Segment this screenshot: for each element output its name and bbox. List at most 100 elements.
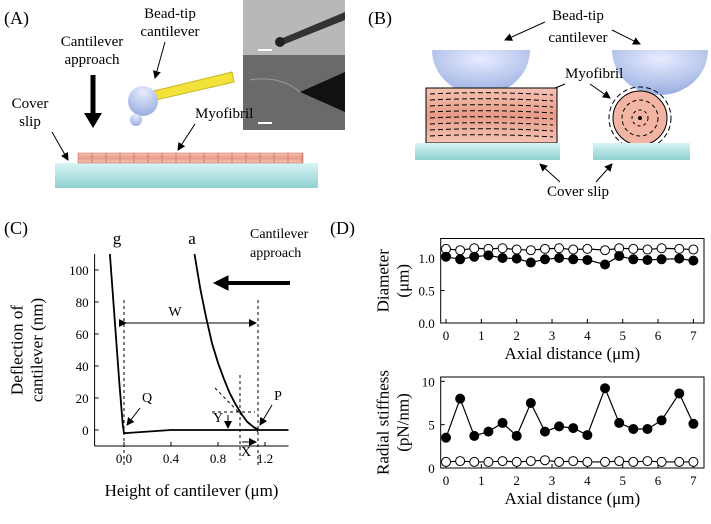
- data-point: [656, 254, 667, 265]
- annotation: Cantilever: [250, 227, 309, 242]
- data-point: [582, 254, 593, 265]
- annotation: Cantilever: [61, 34, 123, 50]
- data-point: [554, 243, 565, 254]
- annotation: W: [168, 305, 182, 320]
- filament: [429, 110, 554, 114]
- myofibril: [425, 87, 558, 144]
- x-tick-label: 2: [513, 328, 520, 343]
- data-point: [642, 244, 653, 255]
- data-point: [539, 455, 550, 466]
- data-point: [554, 421, 565, 432]
- data-point: [469, 430, 480, 441]
- data-point: [483, 426, 494, 437]
- data-point: [525, 245, 536, 256]
- filament: [429, 104, 554, 108]
- x-tick-label: 5: [619, 328, 626, 343]
- data-point: [674, 388, 685, 399]
- x-tick-label: 0: [443, 328, 450, 343]
- annotation: X: [241, 445, 251, 460]
- x-tick-label: 7: [690, 473, 697, 488]
- y-axis-label: Diameter: [374, 249, 393, 313]
- x-axis-label: Axial distance (μm): [505, 489, 641, 508]
- annotation: P: [274, 389, 282, 404]
- data-point: [642, 254, 653, 265]
- annotation: g: [113, 229, 122, 248]
- bead: [432, 50, 530, 95]
- panel-label: (B): [368, 8, 392, 29]
- data-point: [582, 456, 593, 467]
- y-axis-label: (μm): [394, 264, 413, 298]
- arrow: [153, 41, 166, 79]
- data-point: [642, 424, 653, 434]
- arrow: [589, 83, 611, 99]
- x-tick-label: 6: [655, 328, 662, 343]
- cantilever-image: [300, 72, 345, 112]
- arrow: [51, 131, 69, 161]
- y-axis-label: Radial stiffness: [374, 370, 393, 475]
- filament: [429, 116, 554, 120]
- sarcomeres: [91, 153, 303, 163]
- micrograph: [243, 0, 345, 55]
- data-point: [511, 430, 522, 441]
- data-point: [568, 254, 579, 265]
- data-point: [674, 456, 685, 467]
- data-point: [568, 244, 579, 255]
- y-axis-label: cantilever (nm): [28, 298, 47, 402]
- data-point: [628, 243, 639, 254]
- data-point: [568, 456, 579, 467]
- data-point: [441, 432, 452, 443]
- x-axis-label: Height of cantilever (μm): [105, 481, 279, 500]
- annotation: Bead-tip: [552, 8, 604, 24]
- annotation: Cover slip: [547, 184, 609, 200]
- myofibril: [77, 152, 304, 164]
- data-point: [614, 456, 625, 467]
- data-point: [469, 456, 480, 467]
- annotation: Myofibril: [195, 106, 253, 122]
- data-point: [497, 417, 508, 428]
- data-point: [511, 253, 522, 264]
- arrow-head: [84, 113, 102, 128]
- data-point: [674, 253, 685, 264]
- data-point: [539, 426, 550, 437]
- bead-image: [275, 37, 285, 47]
- arrow: [611, 29, 641, 45]
- x-tick-label: 1: [478, 473, 485, 488]
- center: [638, 116, 642, 120]
- y-tick-label: 10: [422, 374, 435, 389]
- y-tick-label: 0.0: [418, 316, 434, 331]
- x-axis-label: Axial distance (μm): [505, 344, 641, 363]
- annotation: a: [188, 229, 196, 248]
- bead: [612, 50, 708, 95]
- annotation: Y: [213, 411, 223, 426]
- annotation: Myofibril: [565, 66, 623, 82]
- data-point: [525, 398, 536, 408]
- cover-slip: [593, 143, 690, 160]
- arrow: [595, 163, 613, 183]
- data-point: [688, 255, 699, 266]
- filament: [429, 98, 554, 102]
- y-tick-label: 80: [76, 295, 89, 310]
- filament: [429, 92, 554, 96]
- data-point: [483, 456, 494, 467]
- data-point: [554, 456, 565, 467]
- x-tick-label: 0: [443, 473, 450, 488]
- data-point: [568, 423, 579, 434]
- data-point: [455, 393, 466, 404]
- annotation: approach: [250, 246, 301, 261]
- annotation: cantilever: [548, 30, 607, 46]
- data-point: [642, 456, 653, 467]
- data-point: [600, 383, 611, 394]
- arrow: [539, 163, 561, 183]
- cover-slip: [55, 163, 318, 188]
- data-point: [441, 456, 452, 467]
- bead: [130, 114, 142, 126]
- myofibril-image: [249, 78, 301, 93]
- plot-frame: [440, 376, 705, 469]
- cover-slip: [415, 143, 560, 160]
- data-point: [497, 243, 508, 254]
- y-tick-label: 0: [82, 423, 89, 438]
- x-tick-label: 3: [549, 473, 556, 488]
- data-point: [614, 251, 625, 262]
- data-point: [674, 243, 685, 254]
